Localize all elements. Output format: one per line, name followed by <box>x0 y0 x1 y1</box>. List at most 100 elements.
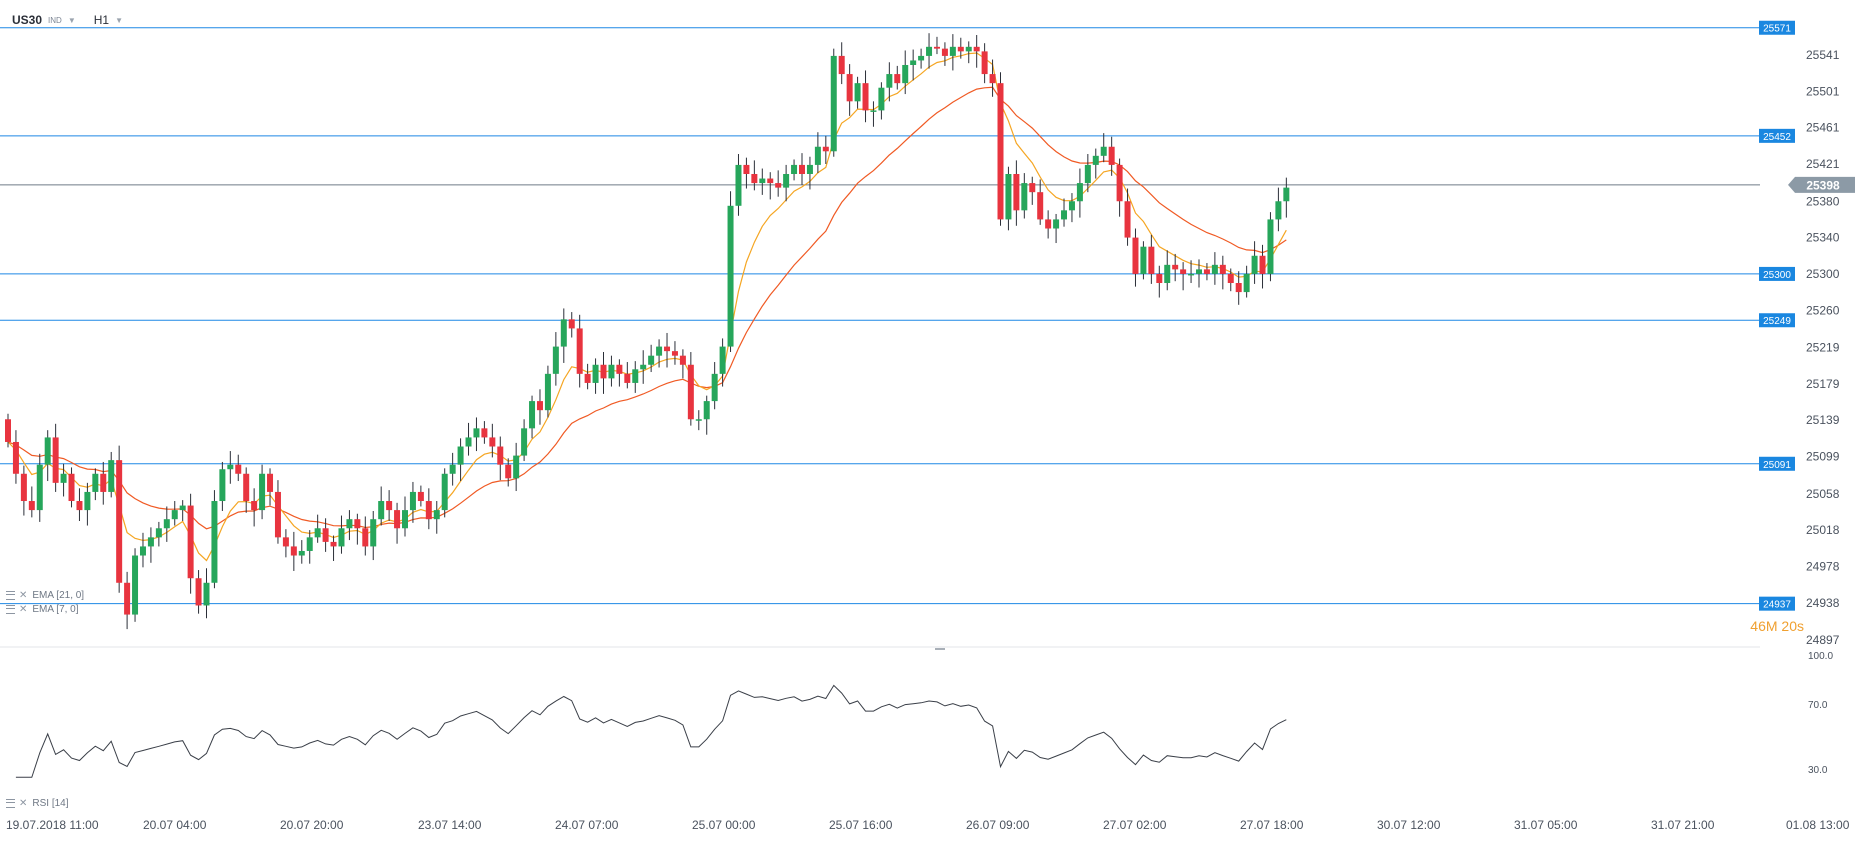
candle-down <box>679 355 686 365</box>
candles <box>5 33 1290 630</box>
candle-up <box>314 528 321 538</box>
rsi-legend[interactable]: ✕ RSI [14] <box>6 798 69 809</box>
candle-down <box>267 473 274 492</box>
chevron-down-icon[interactable]: ▼ <box>115 15 123 25</box>
candle-up <box>513 455 520 479</box>
candle-up <box>902 64 909 84</box>
y-tick-label: 25260 <box>1806 303 1840 317</box>
price-tag <box>1788 176 1855 193</box>
candle-up <box>544 373 551 411</box>
candle-up <box>92 473 99 492</box>
candle-down <box>322 528 329 542</box>
candle-down <box>52 437 59 483</box>
candle-up <box>433 510 440 520</box>
y-tick-label: 25380 <box>1806 194 1840 208</box>
candle-down <box>1108 146 1115 165</box>
candle-up <box>409 491 416 511</box>
candle-down <box>1172 264 1179 270</box>
timeframe-select[interactable]: H1 <box>93 13 110 27</box>
ema-7-line <box>7 52 1287 562</box>
candle-up <box>886 74 893 88</box>
x-tick-label: 31.07 05:00 <box>1514 818 1578 832</box>
y-tick-label: 25501 <box>1806 84 1840 98</box>
candle-down <box>489 437 496 447</box>
candle-up <box>910 60 917 65</box>
time-axis[interactable]: 19.07.2018 11:00 20.07 04:00 20.07 20:00 23… <box>6 818 1850 832</box>
candle-down <box>124 582 131 615</box>
rsi-panel: 100.0 70.0 30.0 <box>15 651 1833 778</box>
candle-up <box>926 46 933 56</box>
ema-7-legend[interactable]: ✕ EMA [7, 0] <box>6 604 79 615</box>
level-tag-25571 <box>1759 20 1795 35</box>
close-icon[interactable]: ✕ <box>19 590 28 601</box>
candle-up <box>346 519 353 529</box>
candle-up <box>727 205 734 347</box>
candle-down <box>505 464 512 479</box>
candle-up <box>830 55 837 152</box>
list-icon[interactable] <box>6 591 15 600</box>
candle-down <box>187 505 194 579</box>
ema-7-label: EMA [7, 0] <box>32 604 79 615</box>
x-tick-label: 27.07 18:00 <box>1240 818 1304 832</box>
level-tag-text: 25249 <box>1763 316 1791 327</box>
timer-minutes: 46 <box>1750 618 1766 634</box>
candle-down <box>997 83 1004 220</box>
ema-21-line <box>7 86 1287 530</box>
candle-up <box>806 164 813 174</box>
candle-down <box>481 428 488 438</box>
candle-down <box>425 501 432 520</box>
candle-up <box>1164 264 1171 284</box>
close-icon[interactable]: ✕ <box>19 798 28 809</box>
candle-down <box>76 501 83 511</box>
candle-down <box>973 46 980 52</box>
candle-up <box>529 401 536 429</box>
current-price-line: 25398 <box>0 176 1855 193</box>
candle-up <box>402 510 408 529</box>
candle-up <box>791 164 798 174</box>
candle-down <box>862 83 869 111</box>
y-tick-label: 25219 <box>1806 341 1840 355</box>
candle-down <box>743 164 750 174</box>
level-tag-24937 <box>1759 596 1795 611</box>
chevron-down-icon[interactable]: ▼ <box>67 15 76 25</box>
price-axis[interactable]: 25541 25501 25461 25421 25380 25340 25300 25260… <box>1806 48 1840 647</box>
candle-up <box>592 364 599 383</box>
candle-up <box>1061 210 1068 220</box>
x-tick-label: 31.07 21:00 <box>1651 818 1715 832</box>
candle-down <box>536 401 543 411</box>
candle-down <box>1156 273 1163 284</box>
candle-down <box>1132 237 1139 274</box>
candle-down <box>799 164 805 174</box>
close-icon[interactable]: ✕ <box>19 604 28 615</box>
symbol-bar: US30 IND ▼ H1 ▼ <box>12 10 123 30</box>
candle-up <box>441 473 448 511</box>
x-tick-label: 19.07.2018 11:00 <box>6 818 99 832</box>
y-tick-label: 25541 <box>1806 48 1840 62</box>
x-tick-label: 01.08 13:00 <box>1786 818 1850 832</box>
list-icon[interactable] <box>6 605 15 614</box>
candle-down <box>775 183 782 188</box>
candle-up <box>306 537 313 551</box>
candle-down <box>1227 273 1234 284</box>
candle-up <box>155 528 162 538</box>
candle-up <box>870 110 877 112</box>
timer-minutes-unit: M <box>1765 618 1778 634</box>
y-tick-label: 25018 <box>1806 523 1840 537</box>
ema-21-path <box>7 86 1287 530</box>
candle-down <box>584 373 591 383</box>
ema-21-legend[interactable]: ✕ EMA [21, 0] <box>6 590 84 601</box>
candle-up <box>465 437 472 447</box>
symbol-name[interactable]: US30 <box>12 13 43 27</box>
list-icon[interactable] <box>6 799 15 808</box>
candle-up <box>179 505 186 511</box>
candle-up <box>1100 146 1107 156</box>
level-tag-text: 25452 <box>1763 132 1791 143</box>
level-tag-text: 25300 <box>1763 270 1791 281</box>
x-tick-label: 27.07 02:00 <box>1103 818 1167 832</box>
candle-up <box>854 83 861 102</box>
candle-up <box>648 355 655 365</box>
candle-up <box>1084 164 1091 184</box>
candle-down <box>838 55 845 75</box>
candle-down <box>282 537 289 547</box>
